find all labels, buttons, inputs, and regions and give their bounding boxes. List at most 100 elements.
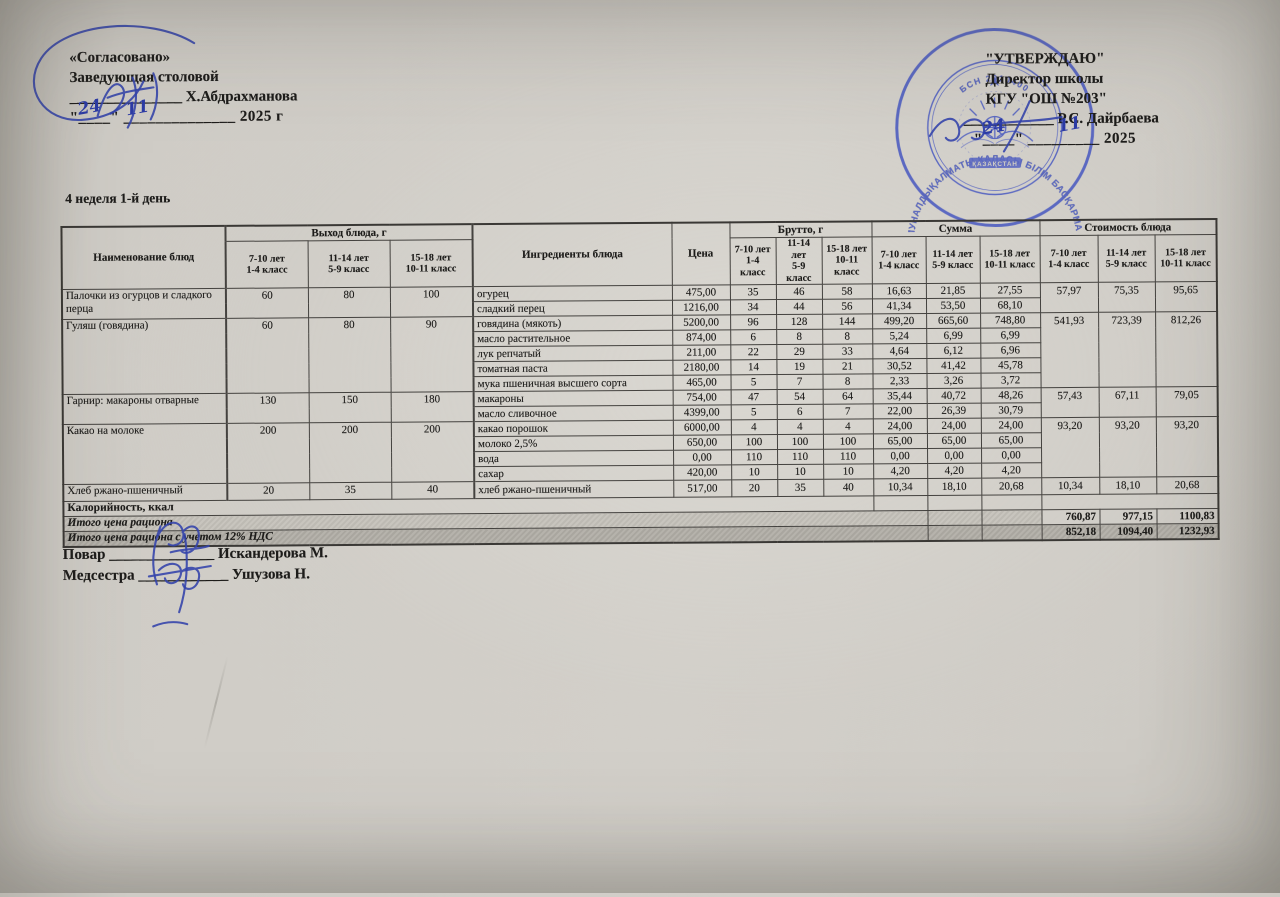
gross-value: 35 xyxy=(729,284,776,300)
gross-value: 46 xyxy=(775,284,822,300)
dish-name: Гуляш (говядина) xyxy=(62,318,227,395)
total-vat-value: 1232,93 xyxy=(1156,523,1219,540)
gross-value: 5 xyxy=(730,374,777,390)
agreed-date-line: "____" ______________ 2025 г xyxy=(70,106,298,128)
empty-cell xyxy=(981,494,1042,511)
price-value: 650,00 xyxy=(672,434,732,451)
output-value: 90 xyxy=(390,316,474,393)
output-value: 150 xyxy=(308,392,391,423)
gross-value: 6 xyxy=(776,404,823,420)
price-value: 874,00 xyxy=(672,329,731,346)
agreed-title: «Согласовано» xyxy=(69,49,171,66)
agreed-role: Заведующая столовой xyxy=(69,68,219,86)
agreed-block: «Согласовано» Заведующая столовой ______… xyxy=(32,24,298,129)
cost-value: 20,68 xyxy=(1156,476,1219,494)
output-value: 20 xyxy=(227,482,310,501)
gross-value: 8 xyxy=(822,328,873,345)
gross-value: 7 xyxy=(822,403,873,420)
signature-blank: ____________ xyxy=(963,111,1054,128)
gross-value: 10 xyxy=(777,464,824,480)
date-year: 2025 г xyxy=(239,108,284,125)
gross-value: 35 xyxy=(777,479,824,497)
price-value: 465,00 xyxy=(672,374,731,391)
sum-value: 2,33 xyxy=(872,373,927,389)
gross-value: 8 xyxy=(822,373,873,390)
sum-value: 21,85 xyxy=(925,283,980,299)
empty-cell xyxy=(927,510,982,526)
col-header-ingredients: Ингредиенты блюда xyxy=(472,222,672,287)
sum-value: 35,44 xyxy=(872,388,927,404)
age-header: 15-18 лет 10-11 класс xyxy=(821,236,872,285)
gross-value: 58 xyxy=(821,283,872,300)
age-header: 7-10 лет 1-4 класс xyxy=(871,236,926,284)
gross-value: 29 xyxy=(776,344,823,360)
cost-value: 67,11 xyxy=(1098,386,1156,418)
cost-value: 79,05 xyxy=(1155,386,1218,417)
empty-cell xyxy=(1041,493,1219,510)
gross-value: 44 xyxy=(775,299,823,315)
gross-value: 20 xyxy=(731,479,778,497)
sum-value: 65,00 xyxy=(872,433,928,449)
sum-value: 24,00 xyxy=(926,418,981,434)
gross-value: 8 xyxy=(776,329,823,345)
gross-value: 34 xyxy=(729,299,777,315)
nurse-role: Медсестра xyxy=(62,567,135,585)
sum-value: 24,00 xyxy=(980,417,1041,434)
age-header: 11-14 лет 5-9 класс xyxy=(775,237,822,285)
empty-cell xyxy=(981,524,1042,541)
sum-value: 41,34 xyxy=(871,298,927,314)
ingredient-name: говядина (мякоть) xyxy=(473,315,673,332)
age-header: 7-10 лет 1-4 класс xyxy=(729,237,776,285)
sum-value: 3,26 xyxy=(926,373,981,389)
sum-value: 16,63 xyxy=(871,283,926,299)
sum-value: 10,34 xyxy=(873,478,928,496)
gross-value: 47 xyxy=(730,389,777,405)
gross-value: 144 xyxy=(822,313,873,330)
price-value: 0,00 xyxy=(673,449,732,466)
sum-value: 41,42 xyxy=(926,358,981,374)
date-year: 2025 xyxy=(1103,130,1137,147)
ingredient-name: хлеб ржано-пшеничный xyxy=(474,480,674,499)
age-header: 11-14 лет 5-9 класс xyxy=(307,240,390,288)
col-header-sum: Сумма xyxy=(871,220,1040,237)
agreed-name: Х.Абдрахманова xyxy=(185,88,298,106)
gross-value: 33 xyxy=(822,343,873,360)
gross-value: 10 xyxy=(823,463,874,480)
col-header-output: Выход блюда, г xyxy=(225,224,473,242)
gross-value: 6 xyxy=(730,329,777,345)
age-header: 15-18 лет 10-11 класс xyxy=(389,239,473,288)
output-value: 200 xyxy=(226,422,310,484)
cook-name: Искандерова М. xyxy=(217,545,328,562)
total-vat-value: 1094,40 xyxy=(1099,523,1157,540)
price-value: 1216,00 xyxy=(671,299,731,316)
week-day-label: 4 неделя 1-й день xyxy=(65,190,171,207)
sum-value: 4,20 xyxy=(927,463,982,479)
sum-value: 748,80 xyxy=(980,312,1041,329)
gross-value: 110 xyxy=(823,448,874,465)
approve-org: КГУ "ОШ №203" xyxy=(985,90,1107,108)
gross-value: 7 xyxy=(776,374,823,390)
gross-value: 64 xyxy=(822,388,873,405)
sum-value: 4,20 xyxy=(873,463,928,479)
ingredient-name: томатная паста xyxy=(473,360,673,377)
ingredient-name: молоко 2,5% xyxy=(473,435,674,452)
sum-value: 22,00 xyxy=(872,403,927,419)
gross-value: 56 xyxy=(821,298,873,315)
sum-value: 665,60 xyxy=(926,313,981,329)
handwritten-day: 24 xyxy=(76,95,103,120)
sum-value: 6,99 xyxy=(980,327,1041,344)
ingredient-name: лук репчатый xyxy=(473,345,673,362)
menu-table: Наименование блюд Выход блюда, г Ингреди… xyxy=(60,217,1220,549)
output-value: 200 xyxy=(390,421,475,483)
gross-value: 100 xyxy=(730,434,778,450)
sum-value: 30,52 xyxy=(872,358,927,374)
gross-value: 5 xyxy=(730,404,777,420)
price-value: 754,00 xyxy=(672,389,731,406)
sum-value: 65,00 xyxy=(980,432,1042,449)
cost-value: 541,93 xyxy=(1040,312,1099,388)
sum-value: 68,10 xyxy=(979,297,1041,314)
sum-value: 6,12 xyxy=(926,343,981,359)
nurse-sign-line: Медсестра ____________ Ушузова Н. xyxy=(63,564,328,587)
cost-value: 95,65 xyxy=(1154,281,1218,312)
price-value: 2180,00 xyxy=(672,359,731,376)
